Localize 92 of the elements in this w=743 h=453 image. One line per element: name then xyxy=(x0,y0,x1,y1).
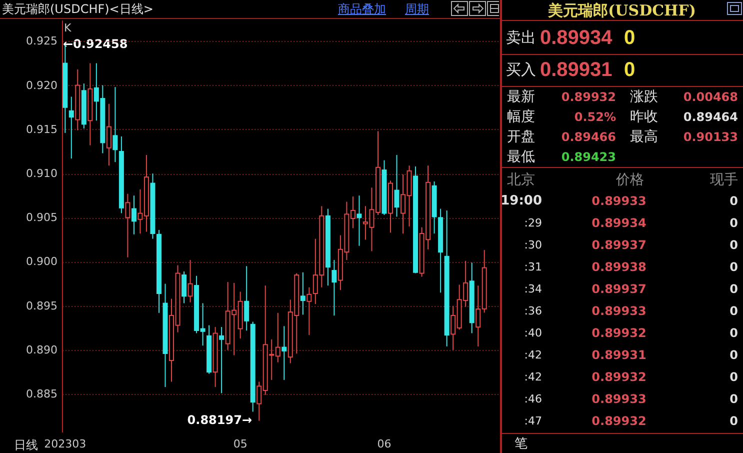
candlestick xyxy=(131,195,136,235)
text: :40 xyxy=(524,326,542,340)
text: 0.89938 xyxy=(592,260,646,274)
text: 0 xyxy=(730,194,738,208)
text: :42 xyxy=(524,348,542,362)
text: 19:00 xyxy=(500,194,542,208)
x-tick-label: 202303 xyxy=(44,438,86,450)
text: 0.00468 xyxy=(683,90,738,104)
candlestick xyxy=(112,86,118,163)
text: 0.89466 xyxy=(561,130,616,144)
x-tick-label: 06 xyxy=(377,438,392,450)
text: 0 xyxy=(730,326,738,340)
y-tick-label: 0.915 xyxy=(26,122,58,136)
candlestick xyxy=(188,259,193,303)
text: :46 xyxy=(524,392,542,406)
candlestick xyxy=(300,272,306,316)
candlestick xyxy=(332,259,337,316)
y-tick-label: 0.895 xyxy=(26,299,58,312)
annotation: K xyxy=(64,22,72,34)
text: 昨收 xyxy=(630,109,658,125)
text: 买入 xyxy=(506,60,536,78)
text: 周期 xyxy=(405,2,429,16)
text: 0.89932 xyxy=(592,326,646,340)
text: 北京 xyxy=(507,172,535,188)
candlestick xyxy=(356,195,362,246)
text: 卖出 xyxy=(506,28,536,46)
text: :42 xyxy=(524,370,542,384)
candlestick xyxy=(106,103,112,166)
candlestick xyxy=(219,326,224,394)
candlestick xyxy=(125,193,130,258)
text: 0 xyxy=(730,414,738,428)
chart-title: 美元瑞郎(USDCHF)<日线> xyxy=(2,2,154,16)
candlestick xyxy=(68,96,74,160)
text: :30 xyxy=(524,238,542,252)
text: 0.89464 xyxy=(683,110,738,124)
text: 日线 xyxy=(14,438,38,452)
text: 0.52% xyxy=(574,110,616,124)
text: 现手 xyxy=(710,172,738,188)
text: 0.89933 xyxy=(592,304,646,318)
text: 0.89932 xyxy=(592,414,646,428)
text: 幅度 xyxy=(507,109,535,125)
text: 价格 xyxy=(616,172,644,188)
text: 0.89933 xyxy=(592,392,646,406)
text: 美元瑞郎(USDCHF) xyxy=(548,2,696,20)
text: 0.89937 xyxy=(592,282,646,296)
text: 0.89934 xyxy=(592,216,646,230)
y-tick-label: 0.905 xyxy=(26,211,58,224)
y-tick-label: 0.890 xyxy=(26,343,58,356)
candlestick xyxy=(306,286,312,336)
text: 0 xyxy=(730,304,738,318)
text: 笔 xyxy=(514,436,528,452)
text: 0 xyxy=(730,216,738,230)
text: :31 xyxy=(524,260,542,274)
y-tick-label: 0.910 xyxy=(26,167,58,180)
text: 0 xyxy=(730,260,738,274)
text: :34 xyxy=(524,282,542,296)
y-tick-label: 0.920 xyxy=(26,78,58,92)
text: 最高 xyxy=(630,129,658,145)
text: 涨跌 xyxy=(630,89,658,105)
candlestick xyxy=(282,326,287,380)
annotation: ←0.92458 xyxy=(63,37,128,51)
text: 0.89934 xyxy=(540,27,612,49)
y-tick-label: 0.885 xyxy=(26,388,58,401)
candlestick xyxy=(182,270,187,304)
text: 0.89423 xyxy=(561,150,616,164)
text: 0 xyxy=(730,282,738,296)
text: 0.89932 xyxy=(592,370,646,384)
text: 0 xyxy=(730,238,738,252)
text: 0 xyxy=(730,370,738,384)
text: :29 xyxy=(524,216,542,230)
text: 商品叠加 xyxy=(338,2,386,16)
candlestick xyxy=(244,266,250,332)
y-tick-label: 0.900 xyxy=(26,255,58,268)
text: :36 xyxy=(524,304,542,318)
x-tick-label: 05 xyxy=(233,438,248,450)
text: 开盘 xyxy=(507,129,535,145)
text: :47 xyxy=(524,414,542,428)
text: 最新 xyxy=(507,89,535,105)
text: 0.89931 xyxy=(592,348,646,362)
candlestick xyxy=(394,154,400,218)
text: 0.89937 xyxy=(592,238,646,252)
annotation: 0.88197→ xyxy=(187,413,252,427)
text: 0.89931 xyxy=(540,59,612,81)
text: 0 xyxy=(730,392,738,406)
y-tick-label: 0.925 xyxy=(26,34,58,48)
text: 最低 xyxy=(507,149,535,165)
text: 0 xyxy=(624,27,636,49)
text: 0 xyxy=(624,59,636,81)
text: 0.90133 xyxy=(683,130,738,144)
text: 0.89932 xyxy=(561,90,616,104)
text: 0 xyxy=(730,348,738,362)
text: 0.89933 xyxy=(592,194,646,208)
